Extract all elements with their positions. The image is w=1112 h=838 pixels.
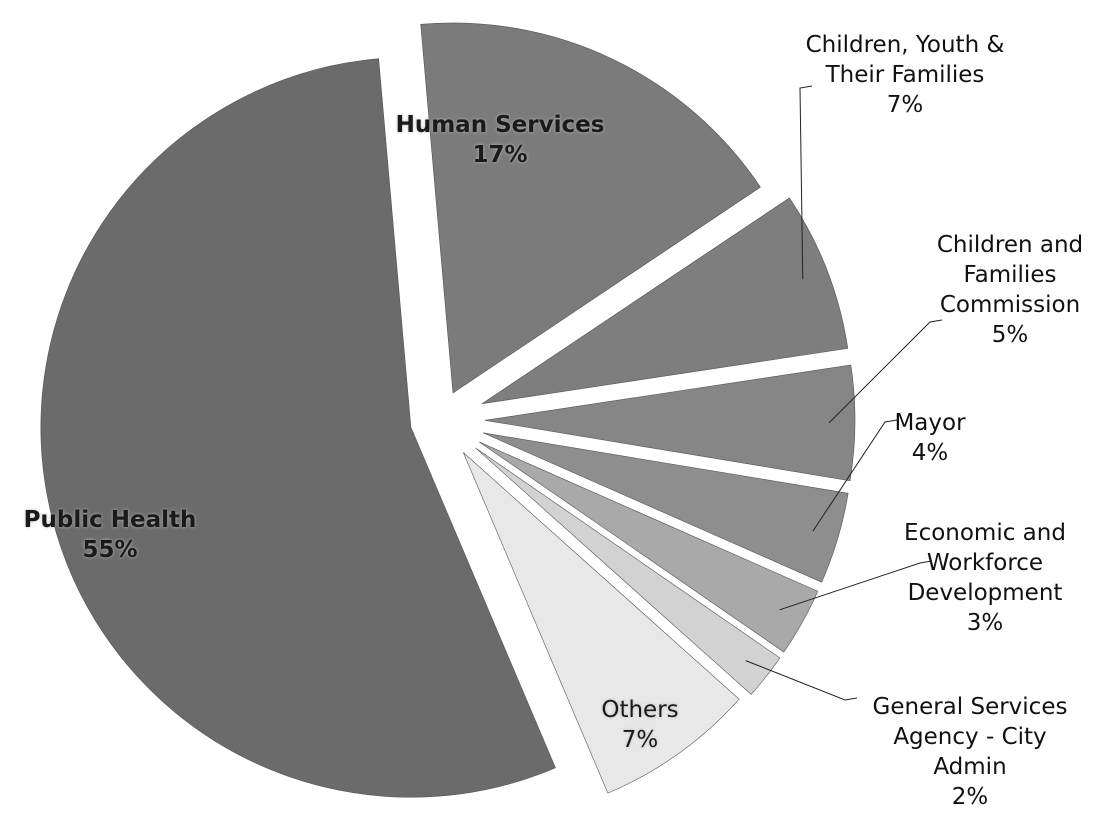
value-label: 7%: [886, 92, 924, 118]
value-label: 17%: [472, 142, 528, 168]
slice-label: Human Services 17%: [380, 110, 620, 170]
value-label: 2%: [951, 784, 989, 810]
slice-label: Others 7%: [520, 695, 760, 755]
leader-line: [779, 560, 933, 611]
slice-label: Children and Families Commission 5%: [900, 230, 1112, 350]
category-name: Others: [601, 697, 679, 723]
category-name: Human Services: [395, 112, 605, 138]
category-name: Children, Youth & Their Families: [805, 32, 1005, 88]
slice-label: Public Health 55%: [0, 505, 230, 565]
slice-label: Children, Youth & Their Families 7%: [795, 30, 1015, 120]
value-label: 7%: [621, 727, 659, 753]
category-name: Mayor: [894, 410, 966, 436]
pie-slice: [463, 452, 740, 794]
value-label: 5%: [991, 322, 1029, 348]
pie-slice: [483, 432, 849, 583]
leader-line: [812, 419, 898, 532]
pie-slice: [479, 441, 819, 653]
pie-slice: [475, 447, 781, 695]
value-label: 4%: [911, 440, 949, 466]
slice-label: General Services Agency - City Admin 2%: [860, 692, 1080, 812]
category-name: Economic and Workforce Development: [904, 520, 1066, 606]
value-label: 3%: [966, 610, 1004, 636]
leader-line: [799, 85, 813, 280]
pie-slice: [420, 22, 761, 394]
leader-line: [745, 660, 858, 701]
pie-slice: [484, 364, 856, 482]
category-name: Children and Families Commission: [936, 232, 1084, 318]
value-label: 55%: [82, 537, 138, 563]
pie-slice: [40, 58, 556, 798]
slice-label: Economic and Workforce Development 3%: [875, 518, 1095, 638]
pie-slice: [481, 197, 849, 405]
category-name: General Services Agency - City Admin: [872, 694, 1068, 780]
leader-line: [828, 319, 943, 424]
category-name: Public Health: [23, 507, 197, 533]
slice-label: Mayor 4%: [870, 408, 990, 468]
